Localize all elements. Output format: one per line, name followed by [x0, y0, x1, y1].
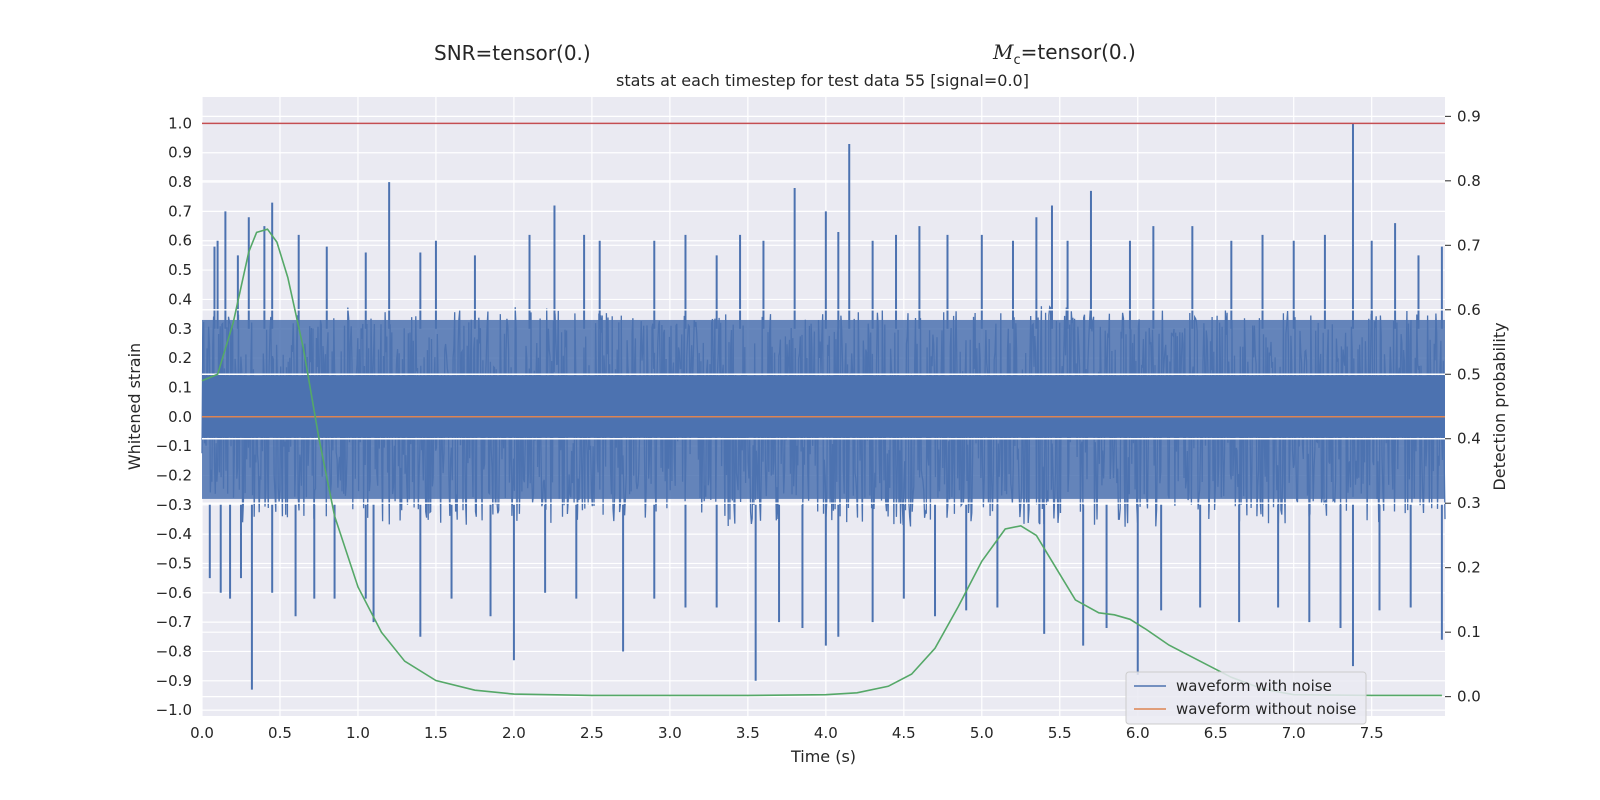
right-y-axis-label: Detection probability	[1490, 322, 1509, 490]
left-y-axis-label: Whitened strain	[125, 343, 144, 470]
snr-title: SNR=tensor(0.)	[434, 41, 591, 65]
right-y-tick-label: 0.8	[1457, 172, 1481, 190]
x-tick-label: 6.5	[1204, 724, 1228, 742]
legend: waveform with noise waveform without nois…	[1125, 671, 1367, 725]
left-y-tick-label: 0.3	[168, 320, 192, 338]
left-y-tick-label: 0.5	[168, 261, 192, 279]
left-y-tick-label: 0.8	[168, 173, 192, 191]
legend-box	[1125, 671, 1367, 725]
left-y-tick-label: −0.8	[156, 642, 192, 660]
line-series	[201, 122, 1445, 697]
x-axis-ticks: 0.0 0.5 1.0 1.5 2.0 2.5 3.0 3.5 4.0 4.5 5.0 5.5 6.0 6…	[190, 724, 1384, 742]
left-y-tick-label: 0.7	[168, 202, 192, 220]
x-tick-label: 2.5	[580, 724, 604, 742]
x-tick-label: 2.0	[502, 724, 526, 742]
right-y-tick-label: 0.6	[1457, 301, 1481, 319]
x-tick-label: 3.0	[658, 724, 682, 742]
chart-subtitle: stats at each timestep for test data 55 …	[616, 71, 1029, 90]
waveform-with-noise-series	[201, 123, 1446, 690]
right-y-tick-label: 0.2	[1457, 559, 1481, 577]
left-y-tick-label: −0.6	[156, 584, 192, 602]
x-tick-label: 7.5	[1360, 724, 1384, 742]
chirp-mass-title: Mc=tensor(0.)	[993, 40, 1136, 68]
right-y-tick-label: 0.4	[1457, 430, 1481, 448]
left-y-tick-label: 0.2	[168, 349, 192, 367]
left-y-tick-label: 1.0	[168, 114, 192, 132]
chirp-mass-subscript: c	[1013, 53, 1021, 68]
right-y-tick-label: 0.7	[1457, 236, 1481, 254]
x-tick-label: 1.5	[424, 724, 448, 742]
x-tick-label: 4.5	[892, 724, 916, 742]
right-y-tick-label: 0.0	[1457, 688, 1481, 706]
left-y-tick-label: −0.5	[156, 554, 192, 572]
right-y-tick-label: 0.3	[1457, 494, 1481, 512]
left-y-tick-label: 0.4	[168, 290, 192, 308]
left-y-tick-label: −0.7	[156, 613, 192, 631]
right-y-axis-ticks: 0.9 0.8 0.7 0.6 0.5 0.4 0.3 0.2 0.1 0.0	[1445, 107, 1481, 706]
left-y-tick-label: 0.0	[168, 408, 192, 426]
x-tick-label: 1.0	[346, 724, 370, 742]
left-y-tick-label: −0.9	[156, 672, 192, 690]
x-axis-label: Time (s)	[790, 747, 856, 766]
left-y-tick-label: 0.9	[168, 144, 192, 162]
right-y-tick-label: 0.9	[1457, 107, 1481, 125]
left-y-axis-ticks: 1.0 0.9 0.8 0.7 0.6 0.5 0.4 0.3 0.2 0.1 0.0 −0.1 −0.…	[156, 114, 192, 719]
chirp-mass-value: =tensor(0.)	[1020, 40, 1136, 64]
left-y-tick-label: 0.1	[168, 378, 192, 396]
detection-probability-line	[201, 228, 1442, 697]
left-y-tick-label: −1.0	[156, 701, 192, 719]
left-y-tick-label: −0.1	[156, 437, 192, 455]
x-tick-label: 3.5	[736, 724, 760, 742]
x-tick-label: 0.0	[190, 724, 214, 742]
legend-label: waveform without noise	[1176, 700, 1356, 718]
legend-label: waveform with noise	[1176, 677, 1332, 695]
x-tick-label: 6.0	[1126, 724, 1150, 742]
left-y-tick-label: 0.6	[168, 232, 192, 250]
left-y-tick-label: −0.2	[156, 466, 192, 484]
left-y-tick-label: −0.4	[156, 525, 192, 543]
x-tick-label: 0.5	[268, 724, 292, 742]
chirp-mass-symbol: M	[993, 40, 1014, 64]
left-y-tick-label: −0.3	[156, 496, 192, 514]
right-y-tick-label: 0.1	[1457, 623, 1481, 641]
right-y-tick-label: 0.5	[1457, 365, 1481, 383]
x-tick-label: 4.0	[814, 724, 838, 742]
x-tick-label: 5.5	[1048, 724, 1072, 742]
x-tick-label: 5.0	[970, 724, 994, 742]
noise-dense-band	[202, 319, 1445, 499]
x-tick-label: 7.0	[1282, 724, 1306, 742]
